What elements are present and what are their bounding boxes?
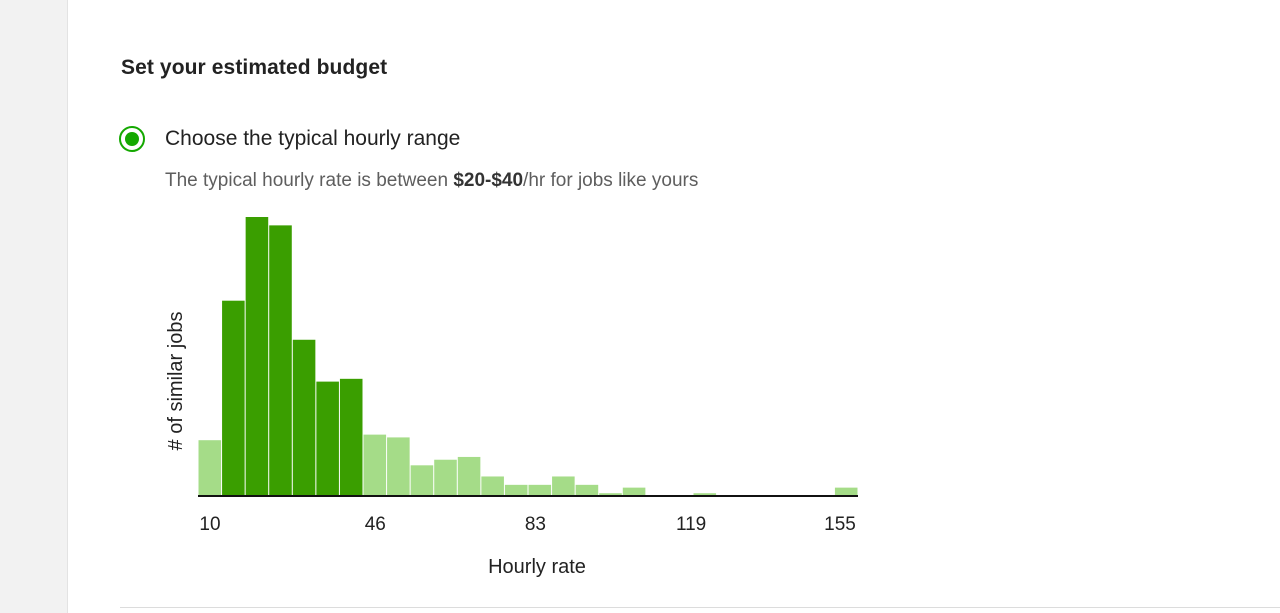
- histogram-bar: [834, 487, 858, 496]
- histogram-bar: [481, 476, 504, 496]
- histogram-bar: [528, 484, 552, 496]
- histogram-bar: [363, 434, 387, 496]
- hourly-rate-histogram: 10 46 83 119 155 Hourly rate # of similar jo…: [150, 205, 870, 590]
- histogram-bar: [245, 217, 269, 496]
- section-title: Set your estimated budget: [121, 56, 388, 79]
- y-axis-label: # of similar jobs: [165, 312, 187, 451]
- histogram-bar: [339, 378, 363, 496]
- histogram-bar: [292, 339, 316, 496]
- bottom-divider: [120, 607, 1280, 608]
- histogram-bar: [622, 487, 646, 496]
- histogram-svg: 10 46 83 119 155 Hourly rate # of similar jo…: [165, 217, 858, 578]
- x-axis-ticks: 10 46 83 119 155: [199, 514, 855, 535]
- hourly-range-option-label[interactable]: Choose the typical hourly range: [165, 127, 461, 150]
- histogram-bar: [387, 437, 410, 496]
- hourly-range-radio[interactable]: [119, 126, 145, 152]
- x-tick-label: 155: [824, 514, 856, 535]
- hint-prefix: The typical hourly rate is between: [165, 170, 454, 191]
- x-tick-label: 119: [676, 514, 706, 535]
- x-tick-label: 46: [365, 514, 386, 535]
- histogram-bar: [504, 484, 528, 496]
- histogram-bar: [457, 456, 481, 496]
- hint-suffix: /hr for jobs like yours: [523, 170, 699, 191]
- histogram-bar: [316, 381, 339, 496]
- left-rail: [0, 0, 68, 613]
- typical-rate-hint: The typical hourly rate is between $20-$…: [165, 170, 698, 192]
- histogram-bar: [434, 459, 457, 496]
- histogram-bars: [198, 217, 858, 496]
- x-tick-label: 83: [525, 514, 546, 535]
- histogram-bar: [222, 300, 245, 496]
- x-axis-label: Hourly rate: [488, 556, 586, 578]
- histogram-bar: [410, 465, 434, 496]
- histogram-bar: [693, 493, 717, 496]
- radio-selected-dot: [125, 132, 139, 146]
- hourly-range-option[interactable]: Choose the typical hourly range: [119, 126, 460, 152]
- histogram-bar: [599, 493, 622, 496]
- histogram-bar: [198, 440, 222, 496]
- x-tick-label: 10: [199, 514, 220, 535]
- hint-range: $20-$40: [453, 170, 524, 191]
- histogram-bar: [575, 484, 599, 496]
- histogram-bar: [552, 476, 575, 496]
- histogram-bar: [269, 225, 292, 496]
